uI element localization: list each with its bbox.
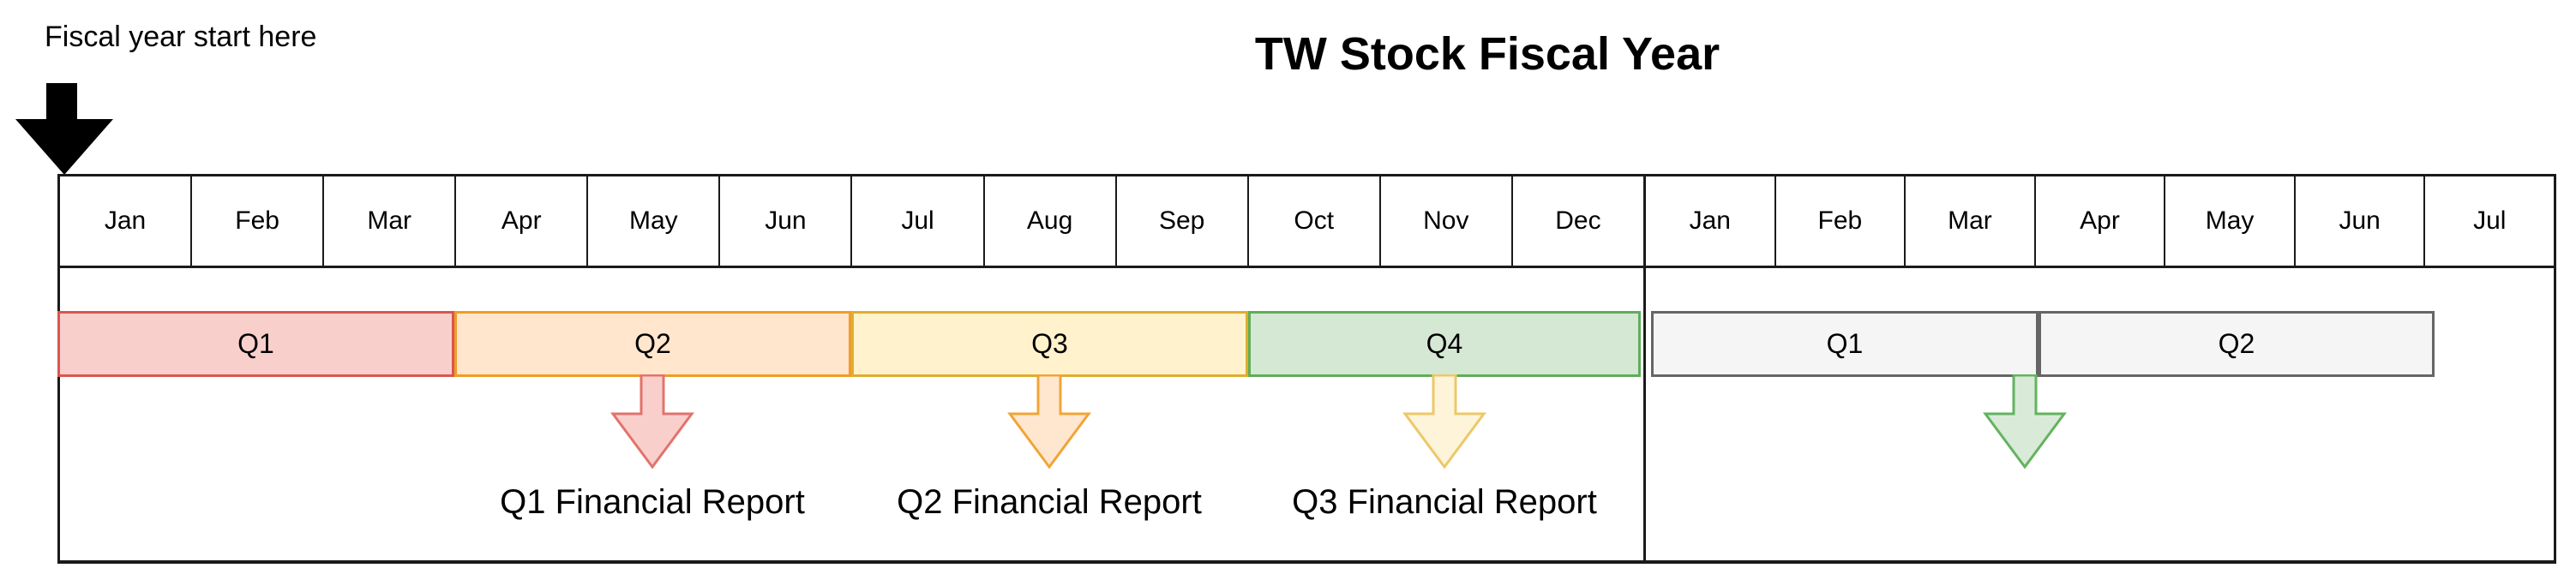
month-cell-jan: Jan: [1646, 176, 1776, 266]
month-cell-apr: Apr: [456, 176, 589, 266]
quarter-bar-y1-q2: Q2: [454, 311, 851, 377]
month-cell-jul: Jul: [852, 176, 985, 266]
month-cell-aug: Aug: [985, 176, 1117, 266]
year1-box: Jan Feb Mar Apr May Jun Jul Aug Sep Oct Nov Dec: [57, 174, 1646, 564]
quarter-bar-label: Q2: [2218, 328, 2255, 359]
quarter-bar-y2-q1: Q1: [1651, 311, 2039, 377]
month-cell-dec: Dec: [1555, 206, 1601, 235]
fiscal-start-arrow-icon: [15, 83, 113, 175]
quarter-bar-label: Q4: [1426, 328, 1463, 359]
fiscal-start-note: Fiscal year start here: [45, 21, 317, 53]
month-cell-jan: Jan: [60, 176, 193, 266]
month-cell-feb: Feb: [192, 176, 325, 266]
year2-box: Jan Feb Mar Apr May Jun Jul: [1646, 174, 2556, 564]
month-cell-oct: Oct: [1249, 176, 1381, 266]
month-cell-jun: Jun: [720, 176, 853, 266]
quarter-bar-label: Q1: [237, 328, 274, 359]
month-cell-may: May: [2165, 176, 2296, 266]
quarter-bar-label: Q3: [1031, 328, 1068, 359]
month-cell-may: May: [588, 176, 721, 266]
month-cell-apr: Apr: [2036, 176, 2166, 266]
report-arrow-icon: [1007, 374, 1091, 469]
page-title: TW Stock Fiscal Year: [1254, 28, 1720, 80]
month-cell-sep: Sep: [1117, 176, 1249, 266]
quarter-bar-y2-q2: Q2: [2039, 311, 2435, 377]
year1-month-row: Jan Feb Mar Apr May Jun Jul Aug Sep Oct Nov Dec: [60, 176, 1643, 268]
month-cell-jul: Jul: [2473, 206, 2507, 235]
report-label: Q1 Financial Report: [500, 483, 805, 521]
report-arrow-icon: [1402, 374, 1486, 469]
quarter-bar-y1-q4: Q4: [1248, 311, 1641, 377]
report-arrow-icon: [610, 374, 694, 469]
report-arrow-icon: [1983, 374, 2067, 469]
quarter-bar-label: Q1: [1826, 328, 1864, 359]
month-cell-feb: Feb: [1776, 176, 1906, 266]
month-cell-jun: Jun: [2296, 176, 2426, 266]
report-label: Q3 Financial Report: [1292, 483, 1597, 521]
month-cell-mar: Mar: [1906, 176, 2036, 266]
month-cell-nov: Nov: [1381, 176, 1513, 266]
quarter-bar-y1-q3: Q3: [851, 311, 1248, 377]
quarter-bar-y1-q1: Q1: [57, 311, 454, 377]
quarter-bar-label: Q2: [634, 328, 671, 359]
year2-month-row: Jan Feb Mar Apr May Jun Jul: [1646, 176, 2554, 268]
report-label: Q2 Financial Report: [897, 483, 1202, 521]
month-cell-mar: Mar: [324, 176, 457, 266]
